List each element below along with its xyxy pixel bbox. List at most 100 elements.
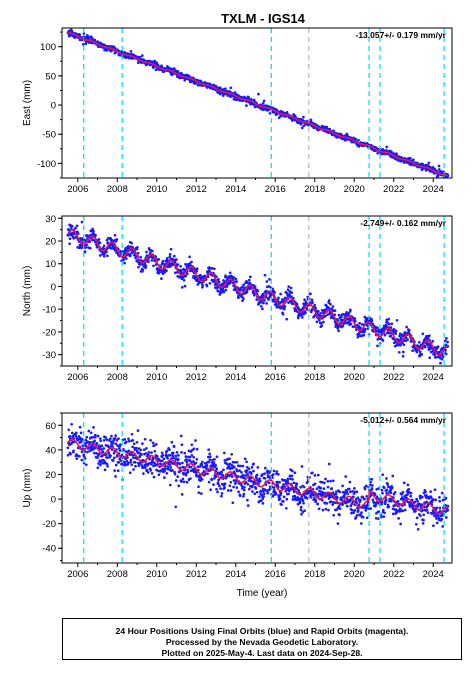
up-data-point (66, 446, 70, 450)
up-data-point (113, 436, 117, 440)
up-data-point (249, 479, 253, 483)
up-data-point (268, 470, 271, 473)
up-data-point (327, 462, 331, 466)
north-data-point (216, 289, 220, 293)
up-y-tick-label: 20 (45, 470, 56, 481)
up-data-point (163, 476, 166, 479)
up-data-point (331, 479, 335, 483)
up-data-point (206, 472, 209, 476)
up-model-fit-line (67, 438, 448, 515)
up-data-point (192, 447, 196, 451)
north-data-point (183, 284, 187, 288)
up-data-point (253, 482, 256, 485)
east-data-point (376, 151, 379, 155)
up-data-point (208, 452, 212, 456)
north-data-point (110, 247, 113, 250)
north-data-point (316, 309, 320, 313)
up-data-point (157, 473, 161, 477)
up-data-point (242, 492, 246, 496)
up-data-point (243, 485, 246, 489)
footer-line-2: Processed by the Nevada Geodetic Laborat… (165, 637, 359, 647)
up-data-point (319, 486, 323, 490)
up-data-point (363, 487, 367, 491)
up-data-point (419, 514, 422, 518)
up-data-point (189, 465, 193, 469)
north-data-point (201, 283, 205, 287)
up-y-axis-label: Up (mm) (22, 469, 33, 508)
up-data-point (150, 451, 153, 454)
north-x-tick-label: 2006 (67, 372, 88, 383)
up-data-point (199, 492, 203, 495)
up-data-point (380, 488, 384, 492)
north-x-tick-label: 2014 (225, 372, 246, 383)
up-data-point (261, 497, 265, 501)
north-x-tick-label: 2010 (146, 372, 167, 383)
north-data-point (295, 302, 299, 306)
up-data-point (130, 432, 134, 436)
up-data-point (104, 453, 108, 456)
up-data-point (220, 492, 224, 495)
north-data-point (387, 322, 391, 326)
north-data-point (174, 258, 178, 261)
north-data-point (423, 345, 427, 349)
east-x-tick-label: 2006 (67, 184, 88, 195)
up-data-point (435, 517, 438, 520)
north-data-point (182, 278, 186, 282)
up-data-point (105, 438, 109, 441)
up-data-point (299, 508, 303, 512)
up-data-point (266, 491, 270, 495)
up-data-point (272, 469, 276, 473)
north-data-point (119, 249, 122, 253)
up-data-point (426, 511, 430, 514)
up-data-point (300, 512, 303, 516)
up-data-point (182, 472, 186, 475)
up-data-point (444, 516, 448, 519)
north-data-point (168, 255, 172, 259)
north-data-point (85, 243, 89, 247)
north-rate-label: -2.749+/- 0.162 mm/yr (360, 218, 446, 228)
north-data-point (150, 259, 154, 262)
up-y-tick-label: 60 (45, 421, 56, 432)
panel-north: -30 -20 -10 0 10 20 30 2006 2008 2010 2012 2014 2016… (22, 214, 453, 383)
up-data-point (219, 487, 222, 490)
up-data-point (279, 491, 283, 495)
up-data-point (383, 511, 386, 515)
up-data-point (440, 491, 444, 495)
up-data-point (299, 505, 303, 509)
north-data-point (263, 273, 267, 277)
north-data-point (394, 329, 398, 333)
up-data-point (252, 462, 256, 466)
north-data-point (136, 245, 139, 249)
north-data-point (421, 332, 425, 336)
up-data-point (348, 480, 352, 484)
up-data-point (353, 509, 357, 512)
footer-line-1: 24 Hour Positions Using Final Orbits (bl… (115, 626, 409, 636)
up-data-point (67, 428, 71, 432)
up-data-point (194, 439, 197, 442)
up-data-point (78, 454, 81, 458)
up-y-tick-label: 40 (45, 445, 56, 456)
up-data-point (240, 487, 244, 490)
up-data-point (263, 466, 267, 470)
up-data-point (96, 434, 100, 438)
up-data-point (334, 490, 338, 494)
up-data-point (240, 471, 243, 474)
east-data-points (66, 28, 450, 178)
north-data-point (390, 322, 394, 326)
north-data-point (441, 355, 445, 359)
up-data-point (185, 460, 189, 464)
up-data-point (182, 480, 186, 484)
north-data-point (303, 298, 306, 302)
up-data-point (220, 494, 223, 498)
up-data-point (364, 509, 368, 512)
east-x-tick-label: 2012 (186, 184, 207, 195)
up-data-point (260, 493, 264, 497)
up-data-point (324, 507, 328, 511)
north-data-point (115, 238, 119, 241)
north-data-point (397, 350, 401, 354)
up-data-point (327, 508, 330, 512)
north-data-point (224, 288, 228, 292)
up-data-point (114, 475, 117, 478)
north-data-point (265, 280, 269, 283)
up-data-point (108, 437, 112, 441)
